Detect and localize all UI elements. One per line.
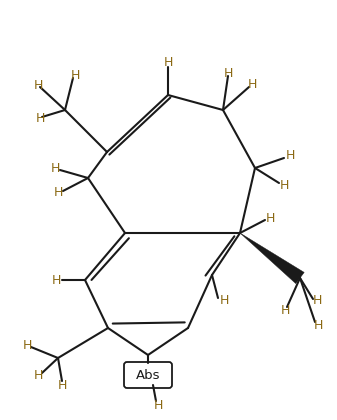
Text: H: H	[33, 368, 43, 381]
Text: H: H	[153, 399, 163, 412]
Text: H: H	[33, 79, 43, 92]
Text: H: H	[22, 339, 32, 352]
Text: H: H	[312, 294, 322, 307]
Text: H: H	[247, 78, 257, 90]
Text: H: H	[313, 318, 323, 331]
Polygon shape	[240, 233, 304, 284]
Text: H: H	[163, 55, 173, 68]
Text: H: H	[223, 66, 233, 79]
Text: H: H	[53, 186, 63, 199]
Text: H: H	[35, 111, 45, 124]
FancyBboxPatch shape	[124, 362, 172, 388]
Text: H: H	[285, 149, 295, 162]
Text: H: H	[265, 212, 275, 225]
Text: H: H	[57, 378, 67, 391]
Text: H: H	[51, 273, 61, 286]
Text: H: H	[219, 294, 229, 307]
Text: Abs: Abs	[136, 368, 160, 381]
Text: H: H	[279, 178, 289, 192]
Text: H: H	[280, 304, 290, 317]
Text: H: H	[50, 162, 60, 174]
Text: H: H	[70, 68, 80, 81]
